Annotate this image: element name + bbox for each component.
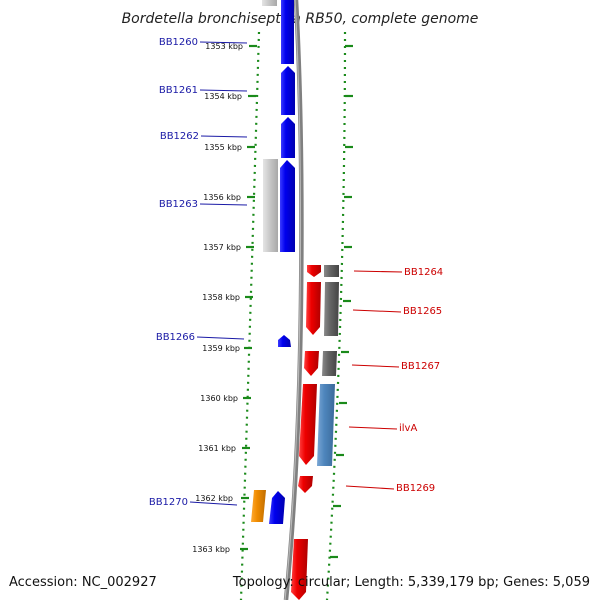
gene-label-bb1269[interactable]: BB1269 (396, 483, 435, 494)
steel-blue-feature (317, 384, 335, 466)
tick-labels: 1353 kbp 1354 kbp 1355 kbp 1356 kbp 1357… (192, 42, 243, 554)
leader-line (345, 485, 395, 490)
label-leader-lines (189, 41, 403, 506)
accession-label: Accession: NC_002927 (9, 575, 157, 590)
gene-bb1266-feature[interactable] (278, 335, 291, 347)
gray-feature (324, 265, 339, 277)
gene-bb1267-feature[interactable] (304, 351, 319, 376)
gene-label-bb1267[interactable]: BB1267 (401, 361, 440, 372)
reverse-gene-labels: BB1264 BB1265 BB1267 ilvA BB1269 (396, 267, 443, 494)
leader-line (196, 336, 245, 340)
gene-bb1270-feature[interactable] (269, 491, 285, 524)
leader-line (348, 426, 398, 430)
reverse-strand-features (291, 265, 339, 600)
tick-label: 1363 kbp (192, 545, 230, 554)
gene-label-bb1270[interactable]: BB1270 (149, 497, 188, 508)
orange-feature (251, 490, 266, 522)
forward-strand-features (251, 0, 295, 524)
leader-line (189, 501, 238, 506)
gene-label-ilva[interactable]: ilvA (399, 423, 417, 434)
gene-label-bb1264[interactable]: BB1264 (404, 267, 443, 278)
gene-bb1261-feature[interactable] (281, 66, 295, 115)
tick-label: 1359 kbp (202, 344, 240, 353)
gene-label-bb1262[interactable]: BB1262 (160, 131, 199, 142)
outer-ruler-dots (325, 31, 347, 600)
tick-label: 1361 kbp (198, 444, 236, 453)
tick-label: 1358 kbp (202, 293, 240, 302)
paralog-feature (263, 159, 278, 252)
gray-feature (324, 282, 339, 336)
gene-label-bb1265[interactable]: BB1265 (403, 306, 442, 317)
outer-major-ticks (330, 44, 353, 559)
map-title: Bordetella bronchiseptica RB50, complete… (122, 11, 479, 27)
gray-feature (322, 351, 337, 376)
tick-label: 1353 kbp (205, 42, 243, 51)
genome-summary-label: Topology: circular; Length: 5,339,179 bp… (232, 575, 590, 590)
leader-line (351, 364, 400, 368)
gene-bb1263-feature[interactable] (280, 160, 295, 252)
chromosome-backbone-highlight (284, 0, 302, 600)
leader-line (199, 89, 248, 92)
tick-label: 1355 kbp (204, 143, 242, 152)
gene-label-bb1263[interactable]: BB1263 (159, 199, 198, 210)
gene-bb1269-feature[interactable] (298, 476, 313, 493)
leader-line (200, 135, 248, 138)
gene-bb1265-feature[interactable] (306, 282, 321, 335)
red-feature[interactable] (291, 539, 308, 600)
forward-gene-labels: BB1260 BB1261 BB1262 BB1263 BB1266 BB127… (149, 37, 199, 508)
inner-major-ticks (240, 44, 257, 551)
gene-bb1260-feature[interactable] (281, 0, 294, 64)
gene-bb1264-feature[interactable] (307, 265, 321, 277)
tick-label: 1357 kbp (203, 243, 241, 252)
chromosome-backbone (283, 0, 304, 600)
leader-line (199, 203, 248, 206)
paralog-feature (262, 0, 277, 6)
gene-bb1262-feature[interactable] (281, 117, 295, 158)
tick-label: 1360 kbp (200, 394, 238, 403)
gene-label-bb1260[interactable]: BB1260 (159, 37, 198, 48)
gene-ilva-feature[interactable] (299, 384, 317, 465)
leader-line (352, 309, 402, 313)
tick-label: 1362 kbp (195, 494, 233, 503)
tick-label: 1354 kbp (204, 92, 242, 101)
leader-line (199, 41, 248, 44)
tick-label: 1356 kbp (203, 193, 241, 202)
gene-label-bb1266[interactable]: BB1266 (156, 332, 195, 343)
gene-label-bb1261[interactable]: BB1261 (159, 85, 198, 96)
leader-line (353, 270, 403, 273)
